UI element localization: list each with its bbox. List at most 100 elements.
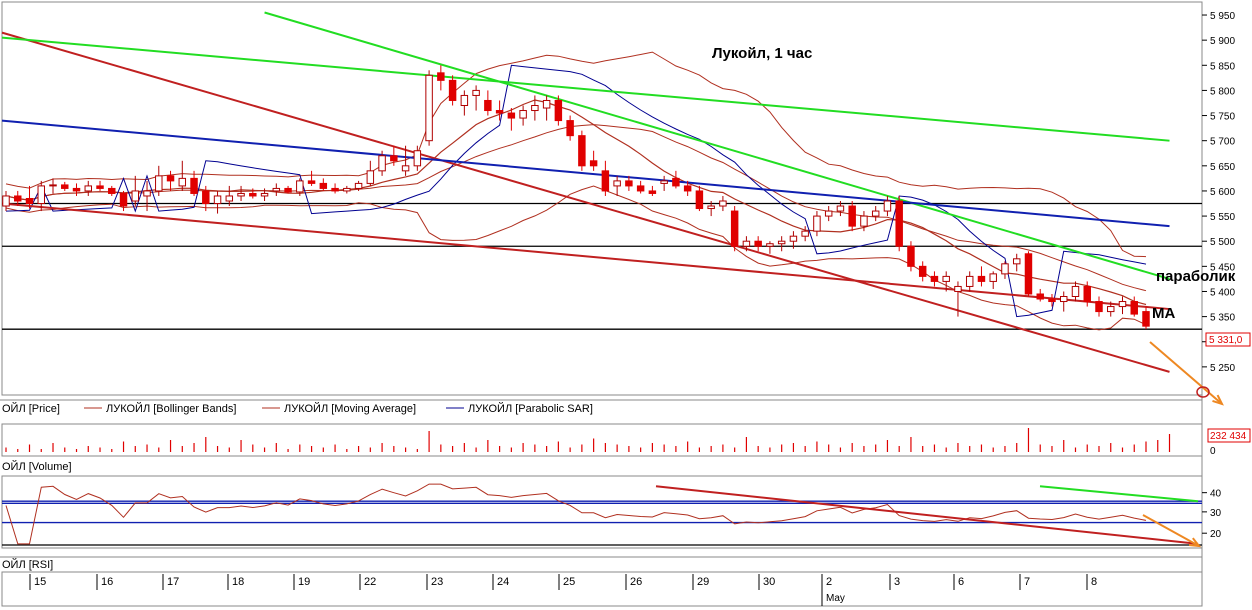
candle-bear [848, 205, 856, 227]
price-tick-label: 5 750 [1210, 112, 1235, 123]
parabolic-sar [5, 64, 1147, 318]
candle-bear [437, 72, 445, 81]
candle-bull [143, 190, 151, 197]
price-tick-label: 5 850 [1210, 61, 1235, 72]
candle-bear [930, 275, 939, 282]
candle-bull [272, 187, 281, 192]
candle-bear [730, 210, 739, 247]
candle-bear [61, 184, 69, 189]
candle-bear [625, 180, 633, 187]
candle-bear [190, 177, 198, 194]
candle-bull [1107, 306, 1115, 313]
candle-bull [378, 155, 386, 172]
rsi-tick-label: 30 [1210, 508, 1222, 519]
trendlines [1, 11, 1170, 373]
candle-bear [1024, 253, 1033, 295]
day-label: 24 [497, 576, 509, 588]
last-price-value: 5 331,0 [1209, 335, 1243, 346]
price-tick-label: 5 350 [1210, 313, 1235, 324]
candle-bull [660, 180, 668, 184]
chart-title: Лукойл, 1 час [712, 45, 812, 62]
candle-bear [331, 187, 339, 192]
day-label: 8 [1091, 576, 1097, 588]
candle-bull [766, 243, 774, 247]
forecast-arrow-price [1149, 341, 1223, 405]
price-tick-label: 5 450 [1210, 262, 1235, 273]
candle-bear [1083, 285, 1091, 303]
candle-bear [601, 170, 610, 192]
parabolic-annotation: параболик [1156, 268, 1236, 285]
candle-bull [542, 99, 551, 109]
candle-bull [777, 240, 786, 245]
day-label: 17 [167, 576, 179, 588]
candle-bull [1118, 301, 1127, 308]
candle-bear [977, 275, 986, 282]
candle-bull [354, 182, 363, 189]
candle-bull [954, 285, 962, 292]
price-tick-label: 5 400 [1210, 287, 1235, 298]
price-tick-label: 5 900 [1210, 36, 1235, 47]
candle-bull [824, 210, 833, 217]
trendline-trend_green [264, 11, 1170, 280]
candle-bull [131, 190, 140, 202]
candle-bear [683, 185, 692, 192]
candle-bear [390, 155, 398, 162]
day-label: 29 [697, 576, 709, 588]
day-label: 3 [894, 576, 900, 588]
price-axis: 5 950 5 900 5 850 5 800 5 750 5 700 5 650 5 600… [1202, 11, 1235, 374]
candle-bull [260, 192, 269, 197]
day-label: 2 [826, 576, 832, 588]
candle-bear [25, 197, 34, 205]
day-label: 22 [364, 576, 376, 588]
legend-bollinger: ЛУКОЙЛ [Bollinger Bands] [106, 402, 236, 415]
candle-bear [307, 180, 316, 184]
candle-bear [495, 110, 504, 114]
candle-bear [1036, 293, 1044, 300]
candle-bear [319, 182, 328, 189]
candle-bull [49, 184, 57, 187]
candle-bear [895, 200, 903, 247]
candle-bull [37, 185, 45, 205]
candle-bear [554, 99, 563, 122]
candle-bear [119, 192, 128, 207]
candle-bear [108, 187, 116, 194]
day-label: 18 [232, 576, 244, 588]
candle-bull [531, 105, 539, 112]
candle-bear [1048, 298, 1056, 303]
candle-bull [460, 94, 469, 106]
candle-bull [472, 89, 480, 96]
candle-bear [566, 120, 574, 137]
volume-last-tag [1207, 428, 1251, 443]
candle-bear [96, 185, 104, 189]
rsi-trendline-green [1039, 485, 1199, 503]
candle-bull [1071, 285, 1080, 297]
candle-bull [942, 275, 950, 282]
candle-bull [719, 200, 727, 207]
rsi-trendline-red [655, 485, 1199, 545]
candle-bull [237, 192, 245, 197]
candle-bear [1130, 301, 1138, 315]
candle-bull [213, 195, 222, 205]
candle-bull [366, 170, 375, 184]
candle-bear [695, 190, 704, 210]
candle-bull [84, 185, 92, 192]
candle-bull [883, 200, 892, 212]
last-price-tag [1205, 332, 1251, 347]
candle-bear [918, 265, 927, 277]
day-label: 16 [101, 576, 113, 588]
rsi-line [5, 483, 1147, 545]
price-tick-label: 5 600 [1210, 187, 1235, 198]
candle-bear [72, 187, 81, 192]
rsi-tick-label: 20 [1210, 529, 1222, 540]
volume-last-value: 232 434 [1210, 431, 1247, 442]
trendline-trend_green [1, 36, 1170, 142]
candle-bear [448, 79, 457, 101]
candle-bear [636, 185, 645, 192]
candle-bull [860, 215, 868, 227]
day-label: 23 [431, 576, 443, 588]
price-tick-label: 5 500 [1210, 237, 1235, 248]
candle-bull [789, 235, 798, 242]
target-circle [1196, 386, 1210, 398]
candle-bull [965, 275, 974, 287]
candle-bear [907, 245, 915, 267]
